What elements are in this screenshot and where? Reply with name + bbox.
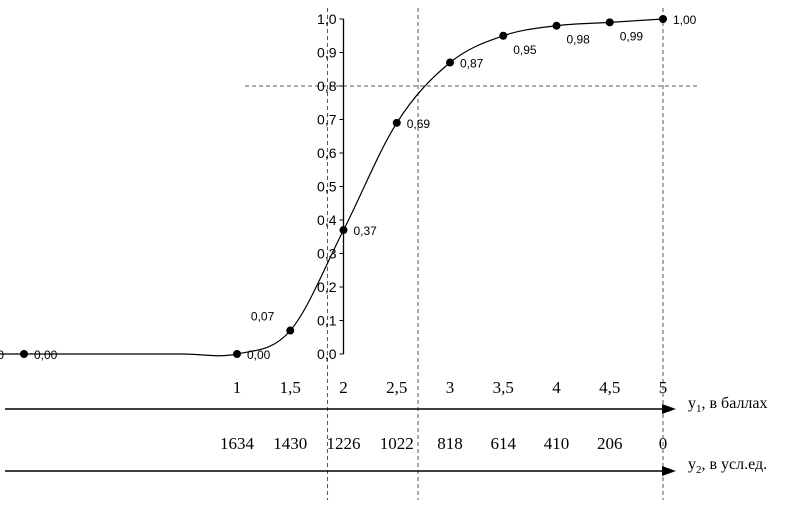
data-label: 0,00 xyxy=(247,348,271,362)
data-point xyxy=(20,350,28,358)
y-tick-label: 0,4 xyxy=(317,212,337,228)
data-label: 0,00 xyxy=(34,348,58,362)
data-label: 0,99 xyxy=(620,29,644,43)
x-tick-label-y2: 1430 xyxy=(273,434,307,453)
x-tick-label-y2: 0 xyxy=(659,434,668,453)
y-tick-label: 0,9 xyxy=(317,45,337,61)
series-line xyxy=(0,18,664,357)
data-label: 0,98 xyxy=(567,33,591,47)
data-point xyxy=(552,21,561,30)
data-label: 0,87 xyxy=(460,57,484,71)
data-label: 0,00 xyxy=(0,348,4,362)
x-tick-label-y2: 1022 xyxy=(380,434,414,453)
y-tick-label: 0,3 xyxy=(317,246,337,262)
y-axis-ticks: 0,0 0,1 0,2 0,3 0,4 0,5 0,6 0,7 0,8 0,9 1,0 xyxy=(317,11,344,362)
x-tick-label-y2: 1226 xyxy=(327,434,361,453)
x-axis-y1-arrow xyxy=(662,404,676,414)
reference-lines xyxy=(245,8,700,500)
y1-axis-label: y1, в баллах xyxy=(688,395,768,415)
data-point xyxy=(286,326,295,335)
series xyxy=(0,15,667,358)
y-tick-label: 1,0 xyxy=(317,11,337,27)
x-tick-label-y1: 1,5 xyxy=(280,378,301,397)
y-tick-label: 0,1 xyxy=(317,313,337,329)
data-point xyxy=(659,15,667,23)
x-tick-label-y2: 818 xyxy=(437,434,463,453)
y2-axis-label: y2, в усл.ед. xyxy=(688,456,767,476)
x-axes: 1 1,5 2 2,5 3 3,5 4 4,5 5 1634 1430 1226 1022 818 614 4… xyxy=(5,378,768,476)
x-tick-label-y2: 614 xyxy=(491,434,517,453)
y-tick-label: 0,6 xyxy=(317,145,337,161)
y-tick-label: 0,5 xyxy=(317,179,337,195)
x-axis-y2-arrow xyxy=(662,466,676,476)
y-tick-label: 0,8 xyxy=(317,78,337,94)
x-tick-label-y1: 2 xyxy=(339,378,348,397)
x-tick-label-y1: 5 xyxy=(659,378,668,397)
data-point xyxy=(446,58,454,67)
x-tick-label-y1: 3 xyxy=(446,378,455,397)
x-tick-label-y1: 4 xyxy=(552,378,561,397)
x-tick-label-y1: 3,5 xyxy=(493,378,514,397)
x-tick-label-y1: 2,5 xyxy=(386,378,407,397)
y-tick-label: 0,2 xyxy=(317,279,337,295)
x-tick-label-y2: 206 xyxy=(597,434,623,453)
data-label: 0,07 xyxy=(251,310,275,324)
data-point xyxy=(605,18,614,27)
data-label: 0,95 xyxy=(513,43,537,57)
data-label: 0,69 xyxy=(407,117,431,131)
x-tick-label-y2: 410 xyxy=(544,434,570,453)
y-tick-label: 0,7 xyxy=(317,112,337,128)
x-tick-label-y2: 1634 xyxy=(220,434,255,453)
data-point xyxy=(339,226,348,235)
data-point xyxy=(392,118,401,127)
x-tick-label-y1: 4,5 xyxy=(599,378,620,397)
data-point xyxy=(499,31,508,40)
data-label: 0,37 xyxy=(354,224,378,238)
x-tick-label-y1: 1 xyxy=(233,378,242,397)
data-labels: 0,000,000,000,000,000,000,070,370,690,87… xyxy=(0,13,697,362)
data-label: 1,00 xyxy=(673,13,697,27)
data-point xyxy=(233,350,241,358)
y-tick-label: 0,0 xyxy=(317,346,337,362)
